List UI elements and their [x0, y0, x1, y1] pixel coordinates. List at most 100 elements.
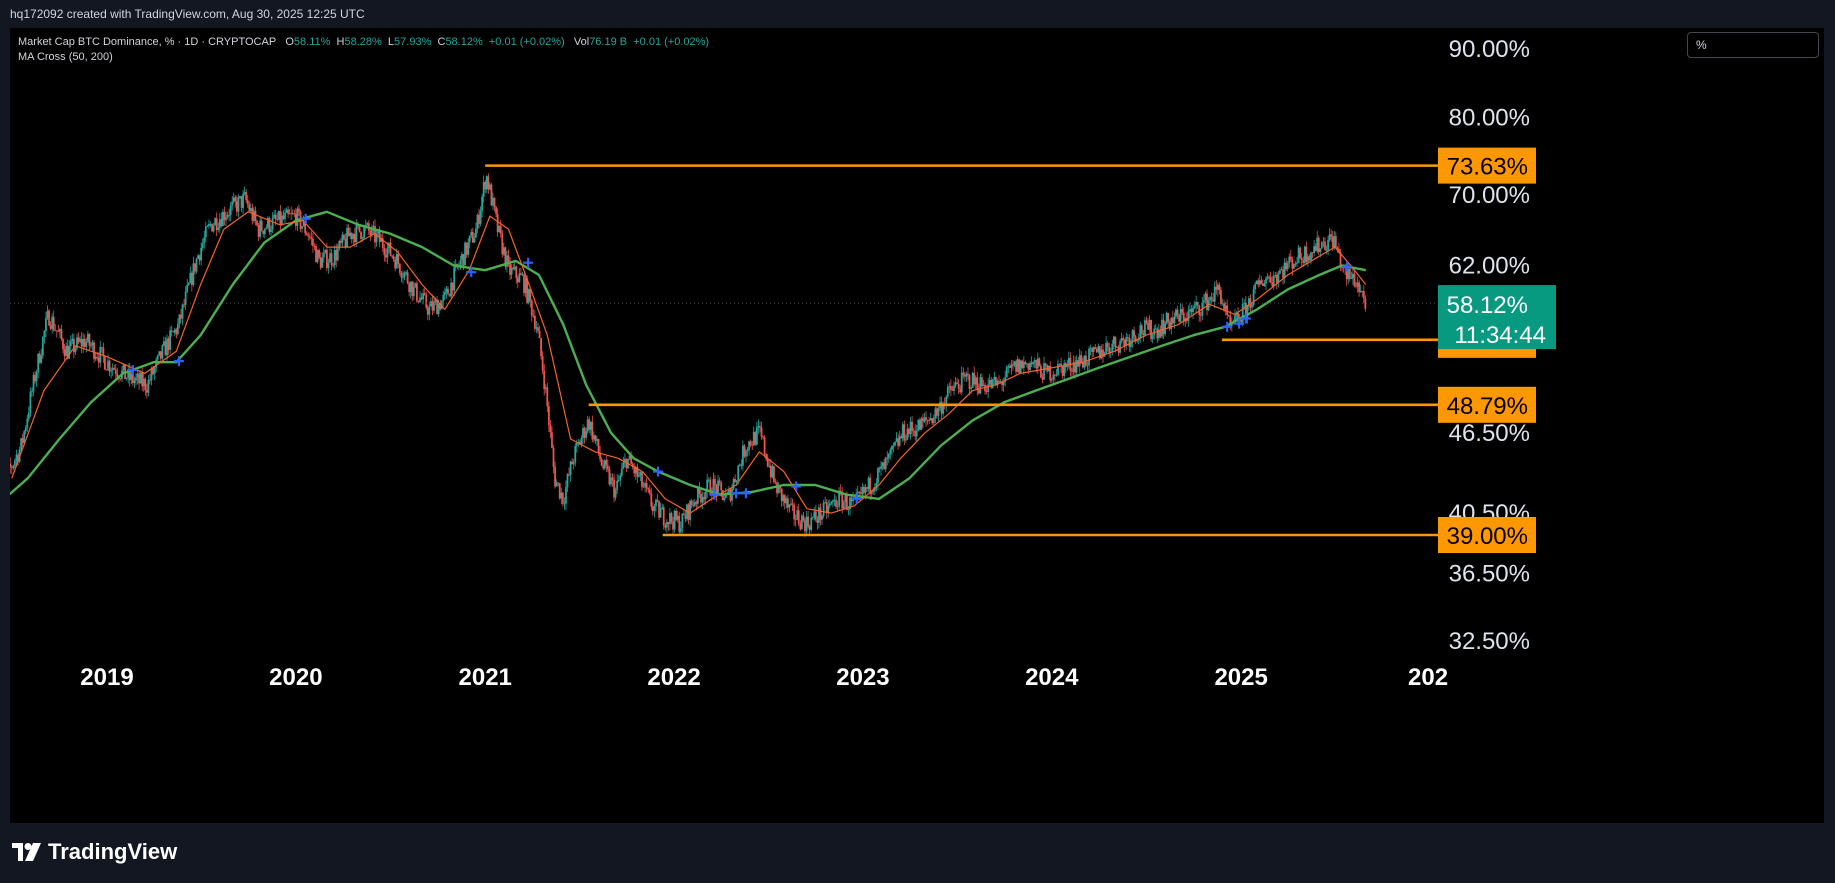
- candle-body: [21, 438, 24, 443]
- candle-body: [794, 518, 797, 520]
- candle-body: [672, 521, 674, 530]
- candle-body: [433, 301, 435, 311]
- candle-body: [287, 209, 289, 214]
- candle-body: [669, 513, 671, 525]
- candle-body: [350, 232, 353, 240]
- candle-body: [68, 345, 71, 359]
- candle-body: [63, 349, 66, 357]
- candle-body: [546, 387, 549, 407]
- candle-body: [237, 197, 240, 212]
- candle-body: [1001, 381, 1004, 386]
- candle-body: [1282, 269, 1284, 279]
- candle-body: [920, 418, 923, 430]
- candle-body: [824, 502, 827, 504]
- candle-body: [957, 383, 960, 389]
- candle-body: [79, 338, 81, 342]
- candle-body: [248, 204, 251, 211]
- candle-body: [1080, 355, 1083, 363]
- candle-body: [414, 283, 417, 287]
- candle-body: [1044, 363, 1047, 366]
- candle-body: [766, 459, 769, 467]
- candle-body: [563, 503, 566, 505]
- candle-body: [116, 374, 119, 377]
- candle-body: [804, 520, 806, 532]
- candle-body: [510, 267, 513, 275]
- candle-body: [516, 277, 519, 283]
- candle-body: [318, 250, 321, 258]
- candle-body: [521, 274, 524, 276]
- candle-body: [737, 465, 740, 481]
- candle-body: [934, 408, 937, 418]
- chart-area[interactable]: 90.00% 80.00% 70.00% 62.00% 46.50% 40.50% 36.5…: [10, 28, 1824, 823]
- candle-body: [1348, 268, 1351, 279]
- candle-body: [135, 377, 137, 381]
- candle-body: [405, 272, 407, 274]
- candle-body: [336, 248, 339, 261]
- candle-body: [1010, 364, 1013, 368]
- scale-mode-button[interactable]: %: [1687, 32, 1819, 58]
- candle-body: [971, 372, 974, 388]
- candle-body: [628, 455, 631, 459]
- candle-body: [1331, 236, 1334, 248]
- candle-body: [1012, 364, 1014, 366]
- candle-body: [325, 249, 328, 268]
- candle-body: [296, 208, 299, 226]
- candle-body: [312, 238, 314, 246]
- candle-body: [785, 498, 788, 504]
- candle-body: [845, 495, 848, 510]
- ma-cross-marker: [173, 356, 184, 367]
- candle-body: [1345, 268, 1348, 280]
- candle-body: [1181, 309, 1184, 313]
- candle-body: [324, 249, 327, 253]
- candle-body: [773, 466, 775, 482]
- candle-body: [867, 477, 870, 489]
- footer: TradingView: [0, 823, 1835, 883]
- candle-body: [1131, 330, 1134, 341]
- candle-body: [1018, 359, 1021, 374]
- candle-body: [391, 255, 393, 257]
- candle-body: [485, 176, 488, 190]
- candle-body: [709, 479, 712, 495]
- price-chart[interactable]: 90.00%80.00%70.00%62.00%46.50%40.50%36.5…: [10, 28, 1824, 823]
- candle-body: [1317, 237, 1320, 253]
- candle-body: [838, 490, 841, 507]
- candle-body: [114, 369, 117, 375]
- candle-body: [251, 208, 254, 221]
- candle-body: [881, 462, 884, 467]
- candle-body: [395, 254, 398, 269]
- candle-body: [946, 386, 949, 397]
- candle-body: [693, 502, 696, 506]
- candle-body: [322, 252, 325, 258]
- candle-body: [990, 379, 993, 388]
- candle-body: [54, 330, 57, 331]
- candle-body: [797, 510, 800, 524]
- candle-body: [922, 418, 924, 422]
- candle-body: [1288, 256, 1291, 264]
- candle-body: [1338, 248, 1340, 253]
- candle-body: [746, 449, 749, 452]
- candle-body: [347, 227, 350, 237]
- candle-body: [1114, 336, 1117, 348]
- candle-body: [945, 396, 948, 407]
- candle-body: [1227, 315, 1230, 316]
- candle-body: [956, 382, 958, 384]
- candle-body: [575, 443, 578, 446]
- candle-body: [912, 430, 915, 432]
- candle-body: [825, 502, 828, 514]
- candle-body: [1105, 342, 1108, 354]
- candle-body: [1145, 320, 1148, 323]
- candle-body: [774, 481, 777, 483]
- brand[interactable]: TradingView: [12, 839, 177, 865]
- candle-body: [552, 447, 555, 467]
- candle-body: [1156, 328, 1159, 339]
- indicator-label[interactable]: MA Cross (50, 200): [18, 51, 113, 63]
- candle-body: [1251, 305, 1253, 308]
- candle-body: [796, 510, 799, 520]
- candle-body: [107, 360, 109, 370]
- candle-body: [229, 205, 232, 216]
- candle-body: [1170, 317, 1173, 329]
- candle-body: [827, 505, 830, 514]
- candle-body: [1005, 367, 1008, 378]
- last-price-value: 58.12%: [1447, 292, 1528, 319]
- candle-body: [1330, 234, 1333, 237]
